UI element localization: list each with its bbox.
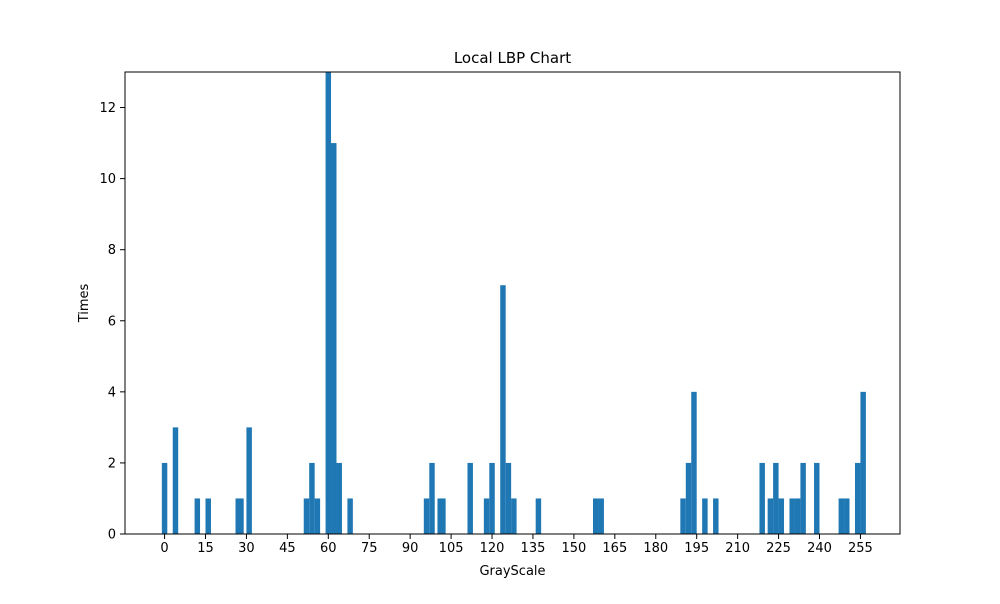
x-tick-label: 105 — [439, 541, 464, 556]
x-tick-label: 150 — [561, 541, 586, 556]
bar — [844, 498, 850, 534]
y-tick-label: 0 — [108, 528, 116, 543]
y-tick-label: 2 — [108, 456, 116, 471]
bar — [511, 498, 517, 534]
bar — [429, 462, 435, 534]
bar — [205, 498, 211, 534]
x-tick-label: 180 — [643, 541, 668, 556]
bar — [778, 498, 785, 534]
bar — [303, 498, 310, 534]
bar — [789, 498, 795, 534]
y-tick-label: 8 — [108, 243, 116, 258]
x-tick-label: 45 — [279, 541, 296, 556]
bar — [814, 462, 820, 534]
bar — [194, 498, 201, 534]
bar — [598, 498, 604, 534]
bar — [440, 498, 446, 534]
bar — [235, 498, 241, 534]
bar — [336, 462, 342, 534]
x-tick-label: 210 — [725, 541, 750, 556]
y-axis-ticks: 0 2 4 6 8 10 12 — [99, 101, 125, 543]
y-tick-label: 12 — [99, 101, 116, 116]
bar — [489, 462, 495, 534]
bar — [500, 285, 506, 534]
x-tick-label: 75 — [361, 541, 378, 556]
bar — [314, 498, 321, 534]
x-tick-label: 165 — [602, 541, 627, 556]
chart-title: Local LBP Chart — [454, 49, 571, 67]
bar — [246, 427, 252, 534]
bar — [702, 498, 708, 534]
bar — [767, 498, 774, 534]
x-axis-label: GrayScale — [479, 564, 545, 579]
x-tick-label: 195 — [684, 541, 709, 556]
x-tick-label: 0 — [160, 541, 168, 556]
x-tick-label: 225 — [766, 541, 791, 556]
plot-frame — [124, 71, 901, 535]
bar — [854, 462, 861, 534]
y-tick-label: 4 — [108, 385, 116, 400]
x-tick-label: 120 — [480, 541, 505, 556]
x-tick-label: 15 — [197, 541, 214, 556]
y-tick-label: 6 — [108, 314, 116, 329]
bar — [172, 427, 179, 534]
bar — [773, 462, 779, 534]
x-tick-label: 30 — [238, 541, 255, 556]
x-tick-label: 240 — [807, 541, 832, 556]
x-tick-label: 90 — [402, 541, 419, 556]
bar — [347, 498, 353, 534]
bar-series — [161, 72, 866, 535]
bar — [800, 462, 806, 534]
bar — [309, 462, 315, 534]
bar — [535, 498, 542, 534]
bar — [423, 498, 430, 534]
bar — [680, 498, 686, 534]
y-tick-label: 10 — [99, 172, 116, 187]
bar — [483, 498, 490, 534]
x-axis-ticks: 0 15 30 45 60 75 90 105 120 135 150 165 180 195 210 225… — [160, 534, 873, 556]
bar — [238, 498, 244, 534]
bar — [325, 72, 332, 534]
bar — [691, 391, 697, 534]
x-tick-label: 255 — [848, 541, 873, 556]
bar — [794, 498, 801, 534]
bar — [331, 143, 337, 535]
x-tick-label: 60 — [320, 541, 337, 556]
bar — [713, 498, 719, 534]
bar — [759, 462, 765, 534]
bar — [467, 462, 473, 534]
x-tick-label: 135 — [521, 541, 546, 556]
y-axis-label: Times — [77, 283, 92, 323]
bar — [593, 498, 599, 534]
bar — [161, 462, 168, 534]
bar — [685, 462, 692, 534]
bar — [838, 498, 845, 534]
bar — [860, 391, 866, 534]
bar — [505, 462, 512, 534]
